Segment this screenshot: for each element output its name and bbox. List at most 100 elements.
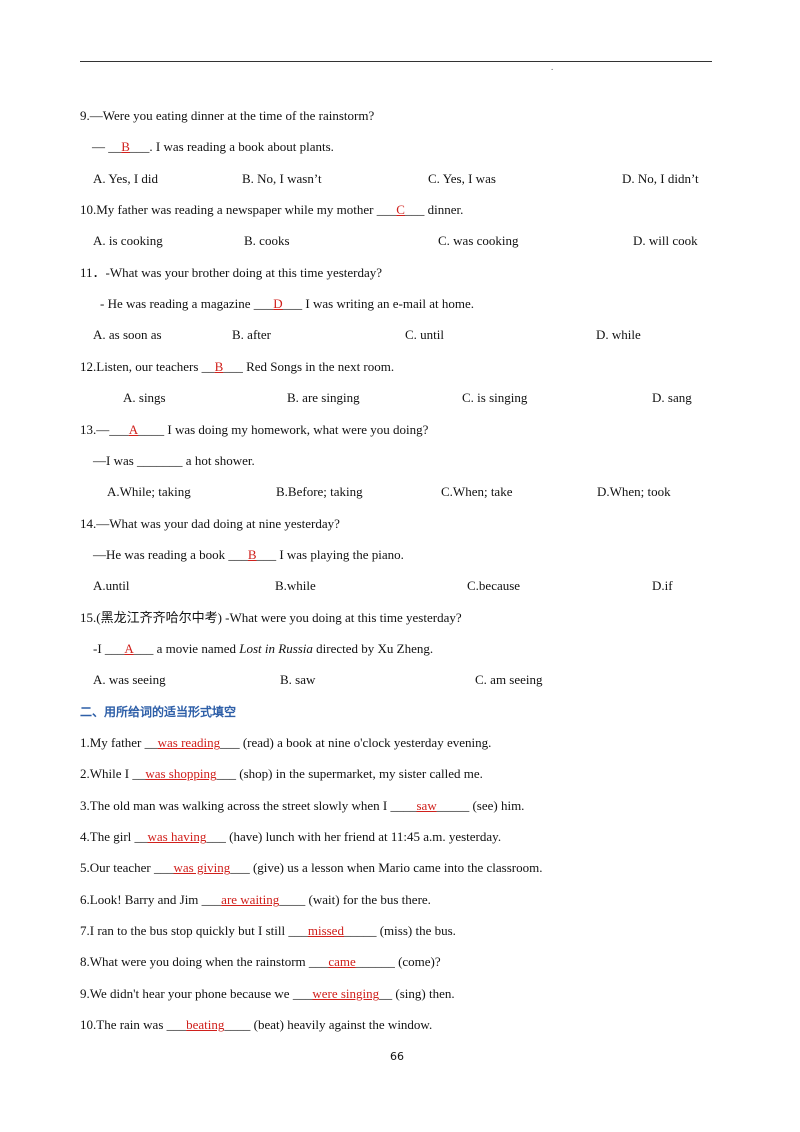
option: D. will cook [633,233,698,249]
question-line: -I ___A___ a movie named Lost in Russia … [93,641,433,657]
question-line: 10.My father was reading a newspaper whi… [80,202,463,218]
text: 13.—___ [80,421,129,437]
answer: saw [416,797,437,813]
text: ___ Red Songs in the next room. [223,358,395,374]
text: _____ (miss) the bus. [343,923,456,939]
fill-item: 6.Look! Barry and Jim ___are waiting____… [80,892,431,908]
answer: were singing [312,985,380,1001]
option: B. after [232,327,271,343]
fill-item: 3.The old man was walking across the str… [80,798,524,814]
text: 8.What were you doing when the rainstorm… [80,954,329,970]
fill-item: 9.We didn't hear your phone because we _… [80,986,455,1002]
header-mark: . [551,62,554,72]
question-line: 14.—What was your dad doing at nine yest… [80,516,340,532]
question-line: 13.—___A____ I was doing my homework, wh… [80,422,428,438]
text: ___ a movie named [133,640,240,656]
text: —He was reading a book ___ [93,546,248,562]
text: directed by Xu Zheng. [312,640,434,656]
option: D. No, I didn’t [622,170,699,186]
option: D. while [596,327,641,343]
option: B. No, I wasn’t [242,170,322,186]
fill-item: 4.The girl __was having___ (have) lunch … [80,829,501,845]
option: C. am seeing [475,672,543,688]
text: ____ (beat) heavily against the window. [224,1017,433,1033]
option: C. Yes, I was [428,170,496,186]
question-line: 15.(黑龙江齐齐哈尔中考) -What were you doing at t… [80,610,462,626]
header-rule [80,61,712,62]
option: D.When; took [597,484,671,500]
option: B. are singing [287,390,360,406]
answer: beating [186,1017,225,1033]
answer: B [121,139,130,155]
option: A. was seeing [93,672,166,688]
question-line: — __B___. I was reading a book about pla… [92,139,334,155]
text: 7.I ran to the bus stop quickly but I st… [80,923,308,939]
option: A.While; taking [107,484,191,500]
answer: was having [147,829,207,845]
answer: was shopping [145,766,217,782]
text: 3.The old man was walking across the str… [80,797,417,813]
text: ______ (come)? [355,954,441,970]
answer: was giving [173,860,231,876]
answer: are waiting [221,891,280,907]
text: 12.Listen, our teachers __ [80,358,215,374]
question-line: 12.Listen, our teachers __B___ Red Songs… [80,359,394,375]
option: A. is cooking [93,233,163,249]
fill-item: 10.The rain was ___beating____ (beat) he… [80,1017,432,1033]
option: B. cooks [244,233,290,249]
option: B.Before; taking [276,484,363,500]
option: C. is singing [462,390,528,406]
option: B. saw [280,672,316,688]
question-line: 11．-What was your brother doing at this … [80,265,382,281]
text: ____ I was doing my homework, what were … [138,421,429,437]
option: A. as soon as [93,327,162,343]
question-line: —He was reading a book ___B___ I was pla… [93,547,404,563]
answer: came [328,954,356,970]
fill-item: 7.I ran to the bus stop quickly but I st… [80,923,456,939]
text: 1.My father __ [80,735,158,750]
option: D.if [652,578,673,594]
text: 2.While I __ [80,766,146,782]
text: 9.—Were you eating dinner at the time of… [80,108,375,123]
text: 4.The girl __ [80,829,148,845]
fill-item: 2.While I __was shopping___ (shop) in th… [80,766,483,782]
text: 10.The rain was ___ [80,1017,187,1033]
text: - He was reading a magazine ___ [100,296,274,312]
text: 11．-What was your brother doing at this … [80,264,383,280]
answer: A [124,640,134,656]
text: ___. I was reading a book about plants. [129,139,334,155]
text: 15.(黑龙江齐齐哈尔中考) -What were you doing at t… [80,609,462,625]
text: ___ I was playing the piano. [256,546,404,562]
answer: B [247,546,257,562]
fill-item: 8.What were you doing when the rainstorm… [80,954,441,970]
text: ___ (give) us a lesson when Mario came i… [230,860,543,876]
fill-item: 1.My father __was reading___ (read) a bo… [80,735,491,751]
text: ___ dinner. [404,202,464,218]
option: A.until [93,578,130,594]
text: — __ [92,139,122,155]
option: A. sings [123,390,166,406]
text: 6.Look! Barry and Jim ___ [80,891,222,907]
text: 9.We didn't hear your phone because we _… [80,985,313,1001]
option: C. until [405,327,445,343]
text: ___ (read) a book at nine o'clock yester… [220,735,492,750]
text: ___ I was writing an e-mail at home. [282,296,474,312]
text: 14.—What was your dad doing at nine yest… [80,515,340,531]
option: A. Yes, I did [93,170,159,186]
answer: A [128,421,139,437]
question-line: —I was _______ a hot shower. [93,453,255,469]
answer: D [273,296,283,312]
text: —I was _______ a hot shower. [93,452,255,468]
italic-text: Lost in Russia [239,640,313,656]
answer: B [214,358,224,374]
text: _____ (see) him. [436,797,525,813]
text: -I ___ [93,640,125,656]
question-line: 9.—Were you eating dinner at the time of… [80,108,374,124]
section-title: 二、用所给词的适当形式填空 [80,704,237,719]
option: D. sang [652,390,692,406]
answer: was reading [157,735,221,750]
text: ___ (shop) in the supermarket, my sister… [216,766,483,782]
option: B.while [275,578,316,594]
text: 10.My father was reading a newspaper whi… [80,202,397,218]
